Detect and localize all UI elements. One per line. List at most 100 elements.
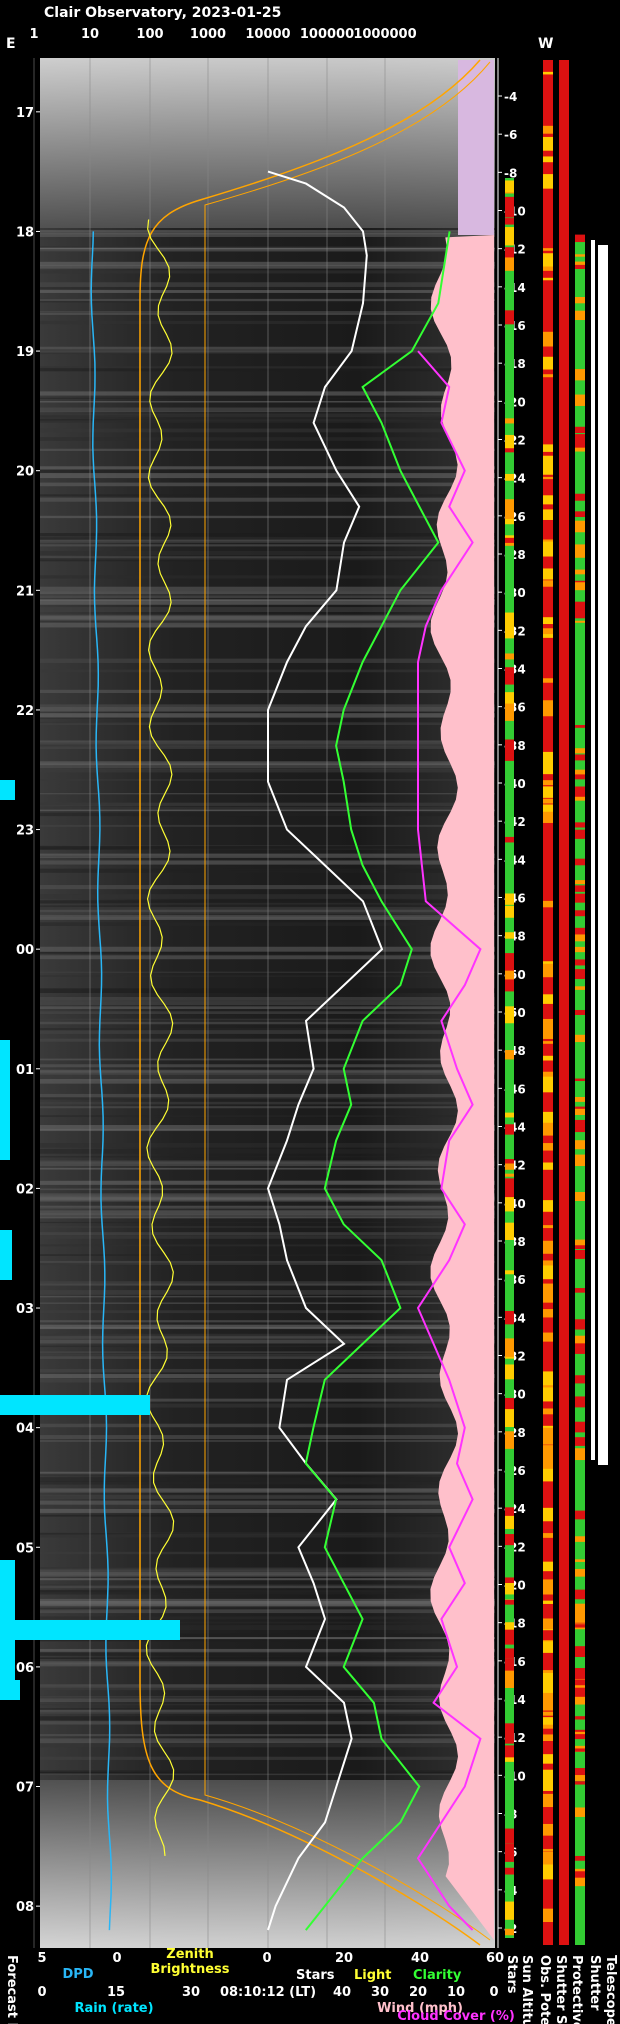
sky-streak bbox=[40, 1616, 495, 1620]
sky-streak bbox=[40, 1435, 495, 1439]
protective-relay-segment bbox=[575, 829, 585, 839]
sky-streak bbox=[40, 550, 495, 556]
sky-streak bbox=[40, 1657, 495, 1659]
protective-relay-segment bbox=[575, 858, 585, 866]
hour-tick-17: 17 bbox=[16, 106, 34, 121]
protective-relay-segment bbox=[575, 786, 585, 797]
sky-streak bbox=[40, 1403, 495, 1408]
sky-streak bbox=[40, 1226, 495, 1228]
protective-relay-segment bbox=[575, 959, 585, 966]
sky-streak bbox=[40, 1600, 495, 1606]
stars-status-segment bbox=[505, 1723, 514, 1744]
stars-status-segment bbox=[505, 336, 514, 344]
sky-streak bbox=[40, 905, 495, 910]
stars-status-segment bbox=[505, 1682, 514, 1688]
sky-streak bbox=[40, 533, 495, 537]
protective-relay-segment bbox=[575, 569, 585, 575]
hour-tick-01: 01 bbox=[16, 1063, 34, 1078]
protective-relay-segment bbox=[575, 1347, 585, 1354]
sky-streak bbox=[40, 802, 495, 806]
protective-relay-segment bbox=[575, 1191, 585, 1201]
obs-potential-segment bbox=[543, 174, 553, 189]
sky-streak bbox=[40, 1214, 495, 1218]
sky-streak bbox=[40, 497, 495, 502]
obs-potential-segment bbox=[543, 1283, 553, 1295]
wind-tick-0: 0 bbox=[489, 1985, 498, 2000]
precip-bar bbox=[0, 780, 15, 800]
obs-potential-segment bbox=[543, 1162, 553, 1170]
sun-altitude-tick-2: -8 bbox=[504, 166, 517, 180]
hour-tick-03: 03 bbox=[16, 1302, 34, 1317]
stars-status-segment bbox=[505, 1411, 514, 1428]
protective-relay-segment bbox=[575, 927, 585, 940]
obs-potential-segment bbox=[543, 1533, 553, 1538]
stars-status-segment bbox=[505, 805, 514, 824]
sky-streak bbox=[40, 1283, 495, 1286]
sky-streak bbox=[40, 270, 495, 274]
sky-streak bbox=[40, 1206, 495, 1210]
stars-status-segment bbox=[505, 1622, 514, 1630]
stars-status-segment bbox=[505, 1159, 514, 1164]
sky-streak bbox=[40, 1244, 495, 1247]
sky-streak bbox=[40, 311, 495, 313]
sky-streak bbox=[40, 1368, 495, 1373]
clarity-line bbox=[304, 231, 451, 1931]
obs-potential-segment bbox=[543, 1380, 553, 1392]
sky-streak bbox=[40, 1378, 495, 1383]
top-tick-label-1: 1 bbox=[29, 27, 38, 42]
stars-status-segment bbox=[505, 1867, 514, 1875]
sun-altitude-tick-1: -6 bbox=[504, 128, 517, 142]
protective-relay-segment bbox=[575, 254, 585, 257]
stars-status-segment bbox=[505, 1383, 514, 1393]
dpd-tick-0: 0 bbox=[112, 1951, 121, 1966]
sky-streak bbox=[40, 349, 495, 355]
protective-relay-segment bbox=[575, 1624, 585, 1628]
sky-streak bbox=[40, 1708, 495, 1710]
obs-potential-segment bbox=[543, 751, 553, 762]
sky-streak bbox=[40, 860, 495, 866]
stars-status-segment bbox=[505, 1112, 514, 1118]
obs-potential-segment bbox=[543, 1754, 553, 1764]
wind-area bbox=[430, 235, 494, 1940]
stars-status-segment bbox=[505, 1914, 514, 1929]
sky-streak bbox=[40, 806, 495, 812]
wind-tick-40: 40 bbox=[333, 1985, 351, 2000]
sky-streak bbox=[40, 1149, 495, 1154]
protective-relay-segment bbox=[575, 769, 585, 777]
obs-potential-segment bbox=[543, 1641, 553, 1653]
sky-streak bbox=[40, 1320, 495, 1323]
stars-status-segment bbox=[505, 1361, 514, 1380]
stars-status-segment bbox=[505, 893, 514, 905]
obs-potential-segment bbox=[543, 994, 553, 1004]
sky-streak bbox=[40, 669, 495, 673]
sky-streak bbox=[40, 1648, 495, 1653]
obs-potential-segment bbox=[543, 125, 553, 134]
cloud-axis-label: Cloud Cover (%) bbox=[397, 2009, 515, 2024]
stars-status-segment bbox=[505, 1745, 514, 1758]
sky-streak bbox=[40, 1589, 495, 1593]
top-tick-label-100: 100 bbox=[136, 27, 163, 42]
protective-relay-segment bbox=[575, 1250, 585, 1259]
stars-status-segment bbox=[505, 1534, 514, 1546]
sky-streak bbox=[40, 1115, 495, 1118]
protective-relay-label: Protective Relay bbox=[569, 1955, 584, 2024]
obs-potential-segment bbox=[543, 266, 553, 271]
sky-streak bbox=[40, 1771, 495, 1774]
obs-potential-segment bbox=[543, 1076, 553, 1093]
stars-status-segment bbox=[505, 1594, 514, 1600]
stars-status-segment bbox=[505, 180, 514, 193]
protective-relay-segment bbox=[575, 394, 585, 406]
sky-streak bbox=[40, 1001, 495, 1006]
sky-streak bbox=[40, 415, 495, 418]
stars-status-segment bbox=[505, 369, 514, 383]
obs-potential-segment bbox=[543, 759, 553, 775]
stars-status-segment bbox=[505, 604, 514, 615]
sky-streak bbox=[40, 1354, 495, 1356]
obs-potential-segment bbox=[543, 136, 553, 151]
sky-streak bbox=[40, 1210, 495, 1215]
sky-streak bbox=[40, 1078, 495, 1084]
dpd-axis-label: DPD bbox=[62, 1967, 93, 1982]
top-tick-label-1000000: 1000000 bbox=[353, 27, 416, 42]
protective-relay-segment bbox=[575, 1684, 585, 1688]
sky-streak bbox=[40, 1167, 495, 1170]
